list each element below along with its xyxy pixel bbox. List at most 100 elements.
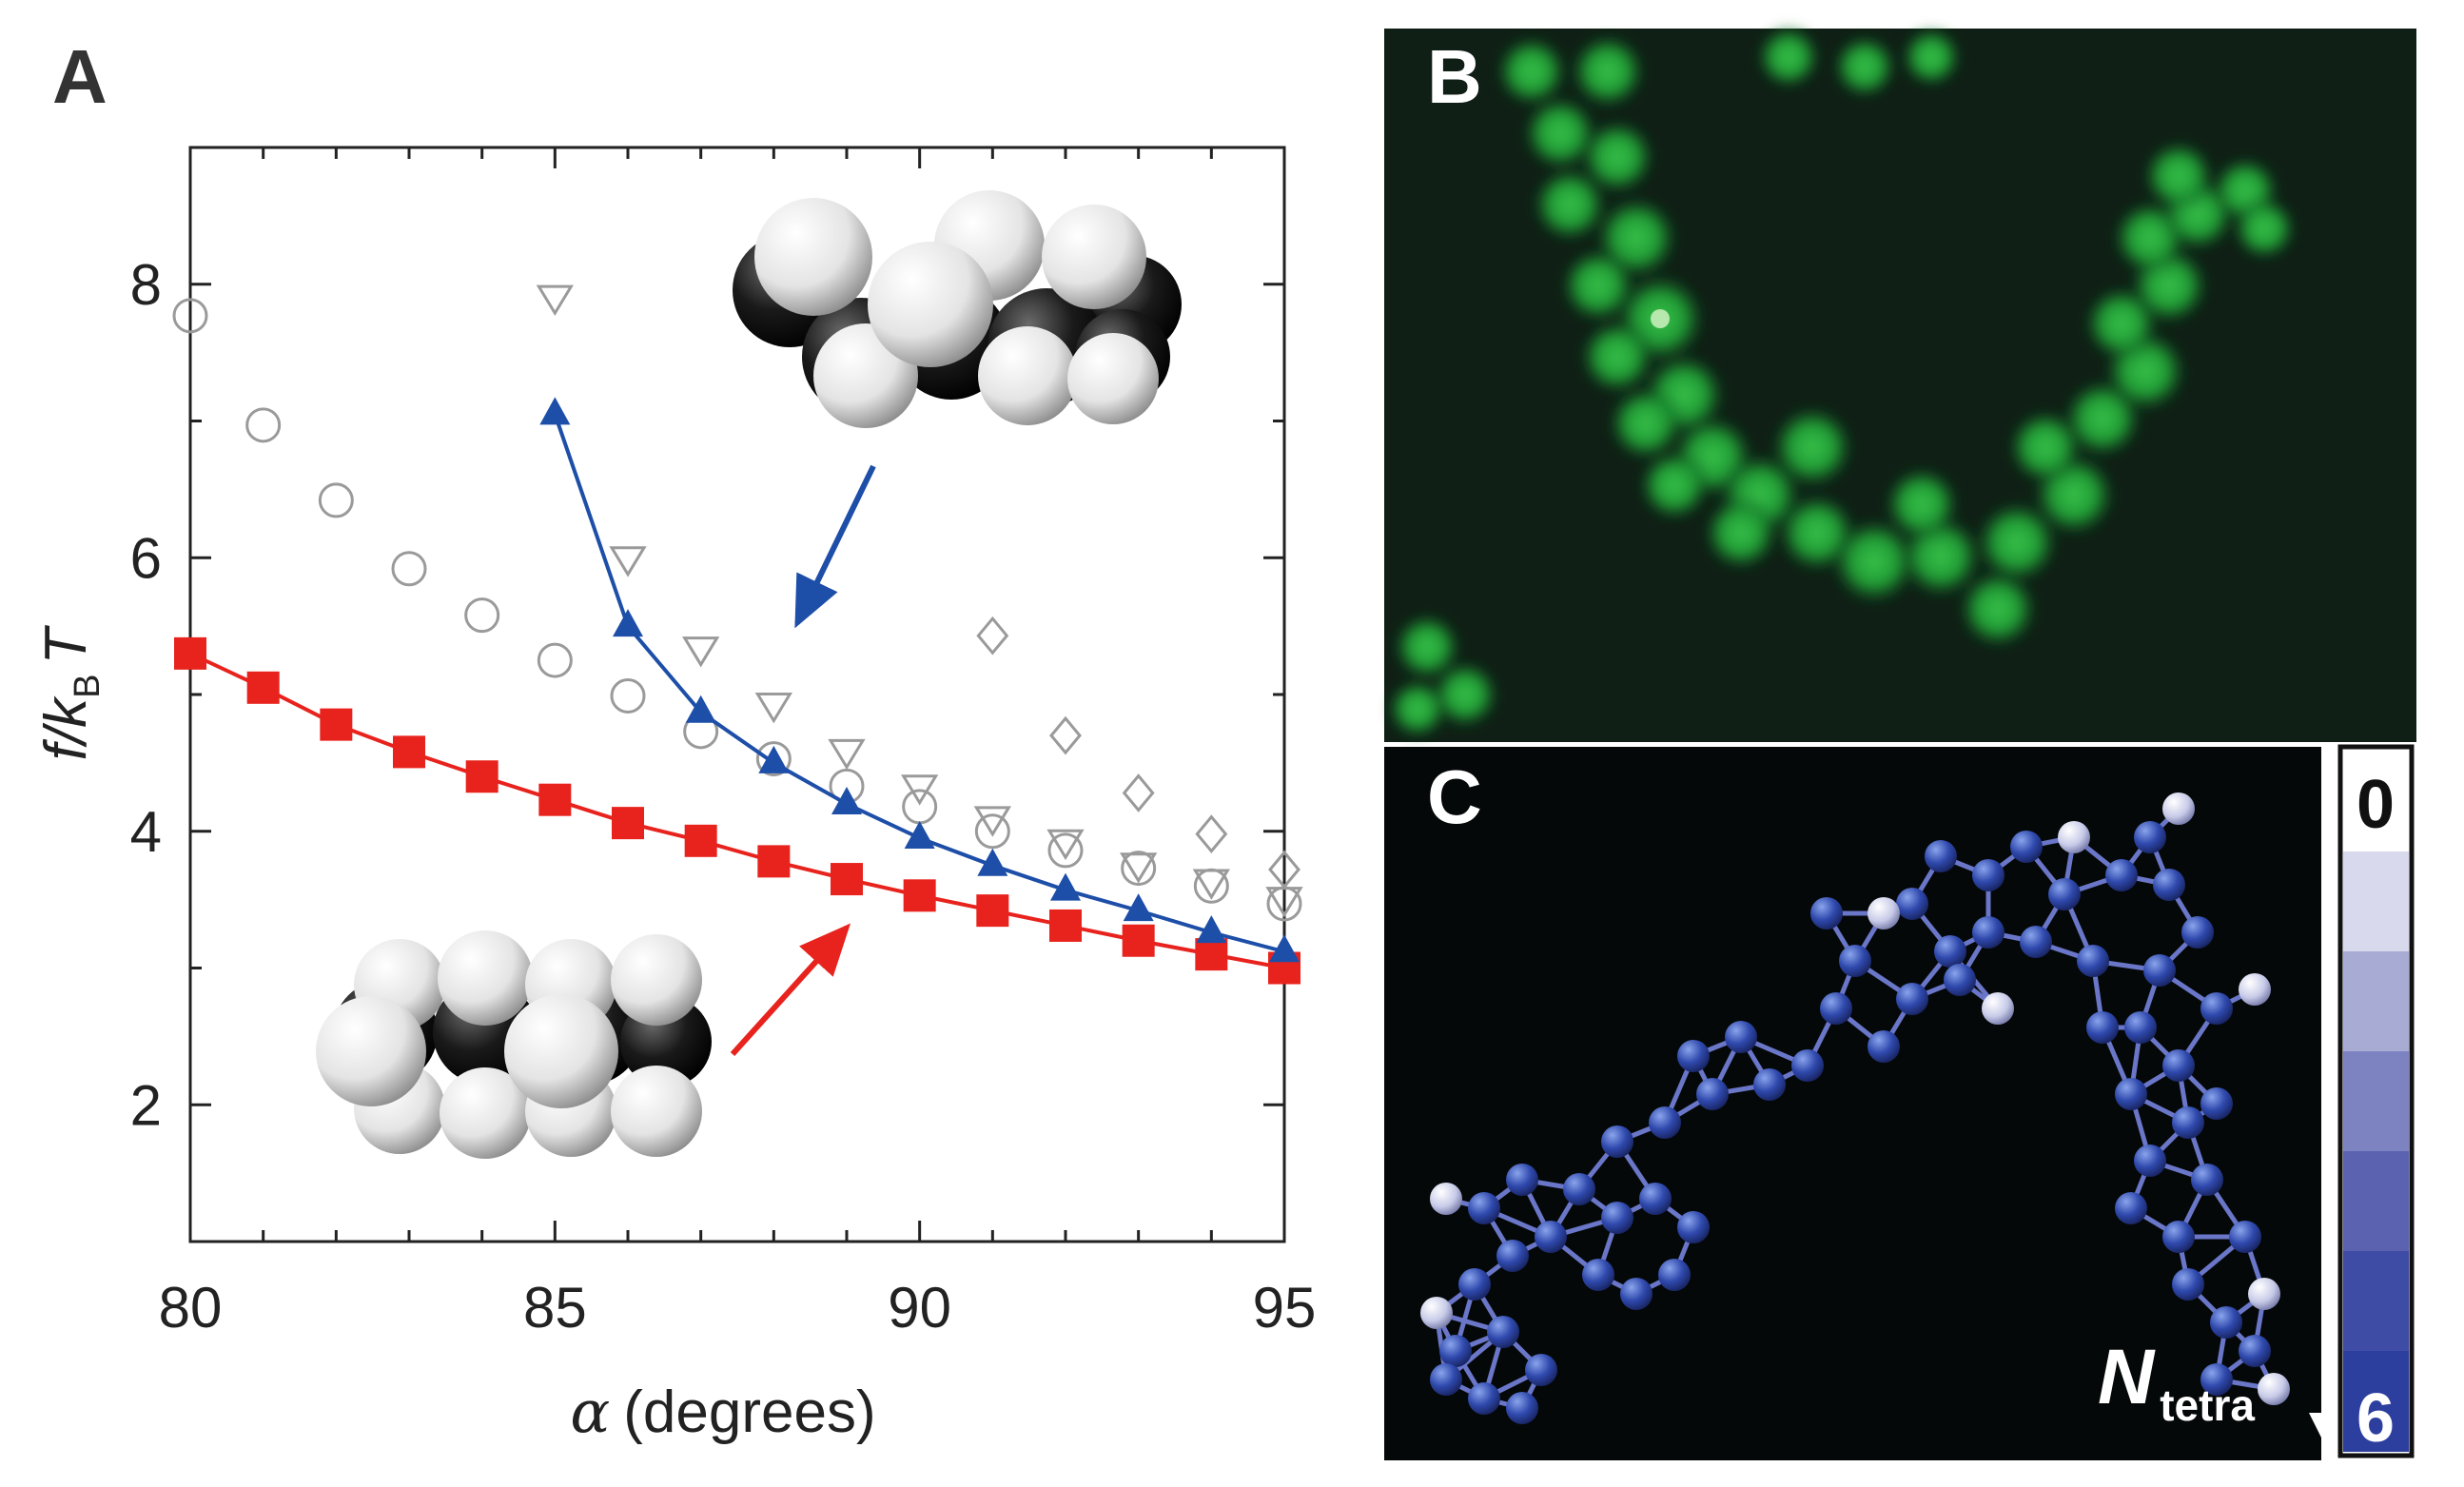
data-point [684, 824, 717, 857]
network-node [2162, 792, 2195, 825]
network-node [2248, 1278, 2280, 1310]
network-node [1639, 1183, 1672, 1215]
series-gray-open-diamond [976, 616, 1300, 890]
data-point [318, 482, 354, 518]
network-node [2172, 1268, 2204, 1301]
y-tick-label: 8 [130, 253, 162, 317]
data-point [172, 298, 208, 334]
network-nodes [1420, 792, 2290, 1424]
red-annotation-arrow [730, 923, 851, 1057]
panel-c-label: C [1427, 754, 1482, 839]
twisted-cluster-illustration [733, 190, 1182, 428]
network-node [1972, 916, 2004, 949]
colorbar-step [2343, 851, 2409, 952]
y-tick-label: 6 [130, 526, 162, 590]
data-point [831, 863, 863, 896]
network-node [1620, 1278, 1652, 1310]
network-node [1430, 1183, 1462, 1215]
data-point [974, 813, 1010, 850]
network-node [1753, 1068, 1786, 1101]
network-node [2143, 954, 2176, 987]
series-layer [172, 284, 1303, 985]
network-node [1820, 992, 1852, 1025]
colorbar-bottom-label: 6 [2356, 1380, 2395, 1457]
data-point [831, 787, 862, 814]
x-tick-labels: 80 85 90 95 [159, 1276, 1317, 1340]
network-node [2200, 1363, 2233, 1396]
network-node [2115, 1192, 2147, 1224]
network-node [1468, 1382, 1500, 1415]
data-point [1195, 814, 1228, 853]
colorbar-step [2343, 951, 2409, 1052]
data-point [538, 783, 572, 816]
network-node [2200, 992, 2233, 1025]
network-node [1535, 1221, 1567, 1253]
network-node [2258, 1373, 2290, 1405]
network-node [1896, 983, 1928, 1015]
network-node [2191, 1164, 2223, 1196]
data-point [1049, 909, 1082, 942]
data-point [758, 745, 790, 773]
network-node [1934, 935, 1966, 968]
x-tick-label: 85 [523, 1276, 587, 1340]
network-node [1439, 1335, 1472, 1367]
data-point [174, 636, 206, 670]
network-node [2200, 1087, 2233, 1120]
network-node [1582, 1259, 1614, 1291]
data-point [901, 774, 939, 806]
data-point [391, 551, 427, 587]
series-line [553, 413, 1285, 954]
data-point [904, 820, 935, 849]
series-red-filled-square-line [174, 636, 1300, 985]
network-node [1487, 1316, 1519, 1348]
network-node [1982, 992, 2014, 1025]
network-node [2162, 1049, 2195, 1082]
data-point [320, 708, 353, 741]
network-node [2058, 821, 2090, 853]
network-node [2077, 945, 2109, 977]
network-node [2181, 916, 2214, 949]
data-point [1046, 829, 1085, 861]
data-point [976, 894, 1009, 928]
network-node [2115, 1078, 2147, 1110]
network-node [2086, 1011, 2119, 1044]
network-node [1810, 897, 1843, 929]
data-point [1120, 852, 1158, 884]
network-node [1896, 888, 1928, 920]
data-point [613, 609, 643, 637]
network-node [2210, 1306, 2242, 1339]
series-line [189, 652, 1285, 970]
network-node [1563, 1173, 1595, 1205]
network-node [1925, 840, 1957, 872]
series-gray-open-circle [172, 298, 1302, 922]
network-node [1868, 897, 1900, 929]
data-point [976, 616, 1009, 655]
panel-b-label: B [1427, 34, 1482, 119]
data-point [539, 397, 571, 425]
data-point [1192, 869, 1230, 900]
y-tick-label: 2 [130, 1073, 162, 1137]
data-point [685, 695, 716, 723]
data-point [757, 845, 791, 878]
network-node [2172, 1106, 2204, 1139]
network-node [1496, 1240, 1529, 1272]
network-node [1468, 1192, 1500, 1224]
data-point [1269, 934, 1300, 963]
y-axis-label: f/kBT [33, 625, 108, 761]
data-point [610, 677, 646, 714]
network-node [2134, 821, 2166, 853]
bright-spot [1651, 309, 1670, 328]
blue-annotation-arrow [794, 464, 876, 629]
network-node [2134, 1145, 2166, 1177]
data-point [1050, 872, 1081, 901]
flat-cluster-illustration [316, 930, 712, 1159]
network-node [1791, 1049, 1824, 1082]
data-point [902, 789, 938, 825]
data-point [246, 671, 280, 704]
data-point [977, 848, 1008, 876]
network-node [2239, 1335, 2271, 1367]
x-tick-label: 80 [159, 1276, 223, 1340]
data-point [1049, 715, 1082, 755]
data-point [1122, 924, 1155, 957]
